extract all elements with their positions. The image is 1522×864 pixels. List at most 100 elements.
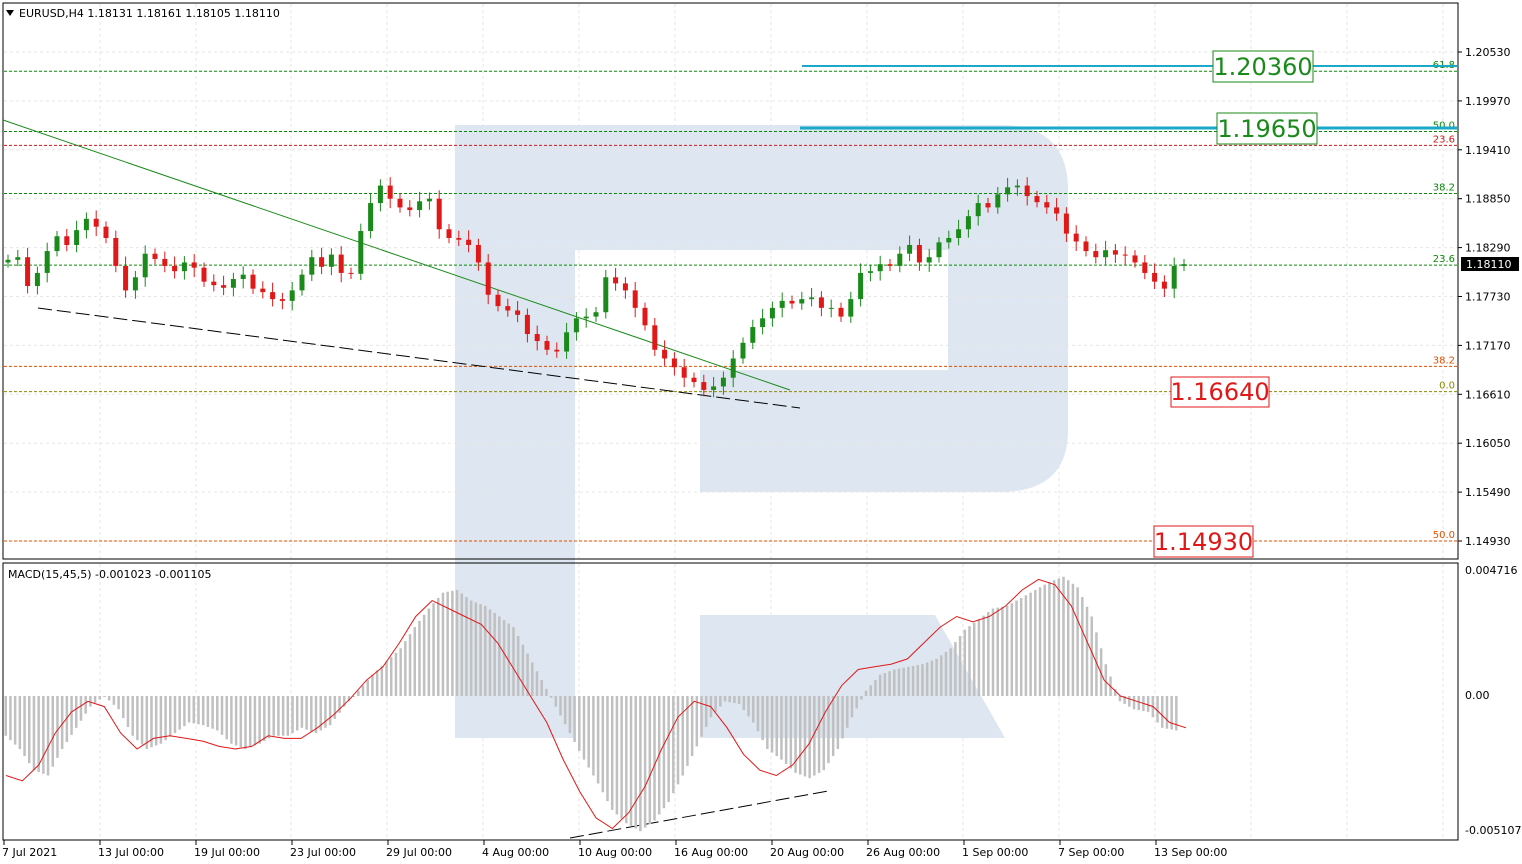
macd-bar [944, 651, 948, 696]
candle-body [632, 290, 638, 308]
candle-body [867, 271, 873, 273]
candle-body [1103, 250, 1109, 258]
macd-bar [493, 612, 496, 696]
macd-bar [601, 696, 605, 793]
macd-bar [761, 696, 764, 741]
macd-bar [808, 696, 811, 779]
support-line [37, 307, 801, 409]
macd-bar [300, 696, 304, 728]
macd-bar [13, 696, 17, 745]
candle-body [1044, 202, 1050, 208]
macd-bar [794, 696, 797, 773]
macd-bar [380, 665, 384, 696]
macd-bar [277, 696, 280, 736]
macd-bar [874, 680, 877, 696]
macd-bar [1165, 696, 1169, 729]
macd-bar [347, 696, 351, 702]
macd-bar [1052, 580, 1056, 696]
macd-signal-line [5, 578, 1187, 830]
macd-bar [502, 620, 506, 696]
macd-bar [234, 696, 238, 746]
macd-bar [704, 696, 708, 727]
candle-body [142, 253, 148, 278]
macd-bar [850, 696, 854, 718]
fib-label: 23.6 [1433, 254, 1455, 265]
macd-bar [1034, 589, 1037, 696]
macd-bar [1066, 580, 1070, 696]
candle-body [1005, 187, 1011, 195]
macd-bar [248, 696, 252, 748]
candle-body [328, 254, 334, 267]
macd-bar [935, 658, 938, 696]
macd-bar [1076, 587, 1079, 696]
macd-bar [1160, 696, 1164, 728]
candle-body [799, 299, 805, 304]
macd-bar [817, 696, 821, 773]
macd-bar [841, 696, 844, 739]
price-tick-label: 1.20530 [1465, 46, 1511, 59]
candle-body [93, 218, 99, 227]
fibonacci-levels: 61.850.023.638.223.638.20.050.0 [4, 60, 1457, 542]
macd-bar [639, 696, 642, 832]
macd-bar [1118, 696, 1122, 702]
macd-bar [418, 620, 421, 696]
macd-bar [667, 696, 670, 803]
price-axis: 1.20530 1.19970 1.19410 1.18850 1.18290 1.177… [1458, 46, 1511, 548]
candle-body [818, 297, 824, 308]
macd-bar [352, 696, 355, 697]
candle-body [887, 264, 893, 266]
macd-bar [1019, 597, 1023, 696]
macd-bar [295, 696, 299, 731]
macd-bar [107, 696, 111, 701]
macd-bar [286, 696, 290, 736]
macd-bar [648, 696, 652, 825]
macd-bar [573, 696, 576, 742]
macd-bar [860, 696, 863, 700]
dropdown-triangle-icon[interactable] [6, 10, 14, 16]
candle-body [456, 237, 462, 240]
fib-label: 23.6 [1433, 134, 1455, 145]
candle-body [123, 265, 129, 291]
candle-body [446, 229, 452, 238]
candle-body [730, 358, 736, 378]
candle-body [191, 262, 197, 268]
macd-bar [1005, 605, 1009, 696]
macd-bar [958, 635, 962, 696]
macd-bar [662, 696, 666, 809]
macd-bar [498, 616, 501, 696]
candle-body [671, 358, 677, 368]
macd-bar [455, 589, 459, 696]
macd-bar [728, 696, 731, 703]
time-tick-label: 7 Sep 00:00 [1058, 846, 1124, 859]
macd-bar [972, 622, 976, 696]
macd-bar [540, 680, 543, 696]
macd-bar [827, 696, 830, 764]
candle-body [1083, 241, 1089, 252]
macd-bar [625, 696, 628, 824]
candle-body [377, 185, 383, 204]
macd-bar [314, 696, 318, 734]
macd-bar [916, 665, 920, 696]
candle-body [260, 288, 266, 293]
macd-bar [164, 696, 167, 741]
candle-body [1093, 251, 1099, 258]
macd-bar [173, 696, 177, 734]
watermark-logo [455, 125, 1068, 738]
candle-body [485, 262, 491, 295]
macd-bar [799, 696, 802, 775]
macd-bar [75, 696, 78, 728]
macd-bar [319, 696, 322, 731]
candle-body [436, 198, 442, 230]
macd-bar [484, 605, 487, 696]
macd-bar [42, 696, 45, 774]
macd-bar [907, 666, 910, 696]
macd-bar [592, 696, 595, 776]
candle-body [181, 262, 187, 272]
time-tick-label: 19 Jul 00:00 [194, 846, 260, 859]
macd-bar [831, 696, 835, 757]
target-value: 1.20360 [1213, 53, 1312, 81]
candle-body [495, 294, 501, 307]
candle-body [534, 334, 540, 342]
time-tick-label: 16 Aug 00:00 [674, 846, 748, 859]
macd-bar [70, 696, 73, 735]
